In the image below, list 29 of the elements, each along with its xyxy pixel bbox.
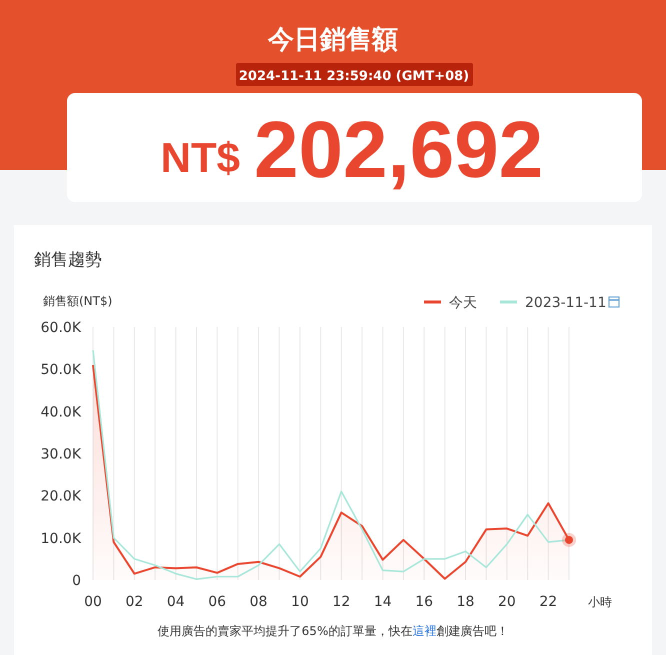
y-tick-label: 50.0K [40, 362, 82, 378]
x-tick-label: 08 [250, 594, 268, 610]
text: 使用廣告的賣家平均提升了65%的訂單量，快在這裡創建廣告吧！ [158, 624, 508, 638]
y-tick-label: 60.0K [40, 320, 82, 336]
y-tick-label: 10.0K [40, 530, 82, 547]
x-tick-label: 22 [539, 594, 558, 610]
legend-label: 今天 [449, 295, 477, 311]
x-tick-label: 10 [291, 594, 309, 610]
legend-label: 2023-11-11 [525, 295, 606, 311]
y-tick-label: 20.0K [40, 488, 82, 505]
x-tick-label: 12 [332, 594, 350, 610]
x-tick-label: 16 [415, 594, 434, 610]
text: 2024-11-11 23:59:40 (GMT+08) [238, 69, 470, 84]
text: 今日銷售額 [267, 25, 398, 55]
chart-title: 銷售趨勢 [34, 250, 102, 270]
x-tick-label: 14 [374, 594, 392, 610]
y-axis-title: 銷售額(NT$) [43, 294, 112, 308]
y-tick-label: 30.0K [40, 446, 82, 462]
x-tick-label: 02 [125, 594, 144, 610]
x-tick-label: 04 [166, 594, 185, 610]
x-tick-label: 20 [498, 594, 516, 610]
x-axis-title: 小時 [588, 595, 612, 609]
text: 202,692 [254, 105, 544, 194]
y-tick-label: 0 [72, 573, 81, 589]
text: NT$ [160, 134, 240, 181]
x-tick-label: 06 [208, 594, 226, 610]
x-tick-label: 00 [84, 594, 102, 610]
y-tick-label: 40.0K [40, 404, 82, 420]
x-tick-label: 18 [456, 594, 474, 610]
